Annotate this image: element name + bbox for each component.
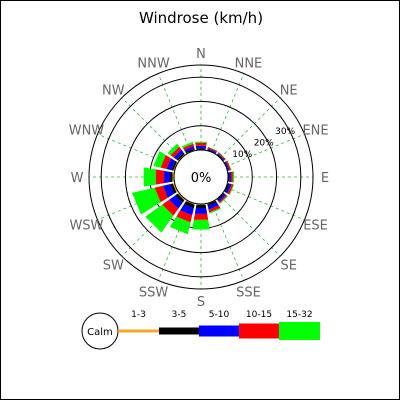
legend-swatch-5-10 — [199, 326, 239, 337]
bar-s-15-32 — [192, 220, 210, 230]
direction-label-s: S — [197, 295, 205, 310]
bar-n-5-10 — [196, 146, 206, 148]
direction-label-w: W — [71, 171, 84, 186]
bar-s-5-10 — [195, 208, 207, 214]
ring-label-10: 10% — [232, 150, 252, 160]
ring-label-30: 30% — [275, 127, 295, 137]
legend-label-3-5: 3-5 — [172, 310, 187, 320]
direction-label-nne: NNE — [235, 56, 263, 71]
spoke-ese — [226, 187, 305, 220]
legend-label-15-32: 15-32 — [286, 310, 312, 320]
legend-label-1-3: 1-3 — [131, 310, 146, 320]
bar-s-10-15 — [194, 214, 208, 220]
center-label: 0% — [191, 171, 212, 186]
direction-label-se: SE — [280, 259, 296, 274]
bar-w-3-5 — [170, 172, 172, 182]
direction-label-n: N — [196, 47, 206, 62]
bar-n-15-32 — [195, 142, 207, 143]
direction-label-sse: SSE — [236, 286, 261, 301]
bar-e-10-15 — [231, 172, 233, 183]
spoke-nnw — [158, 74, 191, 153]
direction-label-ese: ESE — [303, 218, 328, 233]
bar-n-3-5 — [196, 148, 206, 149]
legend-label-5-10: 5-10 — [209, 310, 230, 320]
ring-label-20: 20% — [254, 139, 274, 149]
bar-n-10-15 — [195, 143, 206, 146]
legend: Calm 1-3 3-5 5-10 10-15 15-32 — [82, 310, 320, 349]
chart-title: Windrose (km/h) — [139, 9, 263, 27]
direction-label-ne: NE — [280, 83, 298, 98]
legend-swatch-15-32 — [279, 322, 320, 340]
direction-label-e: E — [321, 171, 329, 186]
bar-w-5-10 — [164, 171, 170, 183]
direction-label-ene: ENE — [302, 124, 328, 139]
direction-label-ssw: SSW — [139, 286, 169, 301]
legend-swatch-3-5 — [159, 328, 199, 335]
direction-label-wnw: WNW — [69, 124, 105, 139]
bar-e-15-32 — [233, 171, 234, 182]
direction-label-wsw: WSW — [69, 218, 103, 233]
direction-label-sw: SW — [103, 259, 124, 274]
spoke-sse — [211, 202, 244, 281]
legend-swatch-1-3 — [118, 330, 159, 333]
bar-w-10-15 — [156, 169, 164, 184]
bar-s-3-5 — [196, 205, 206, 208]
direction-label-nw: NW — [102, 83, 125, 98]
bar-w-15-32 — [144, 167, 156, 186]
direction-label-nnw: NNW — [137, 56, 169, 71]
legend-label-10-15: 10-15 — [246, 310, 272, 320]
ring-labels: 10%20%30% — [232, 127, 295, 160]
legend-swatch-10-15 — [239, 324, 279, 339]
spoke-nne — [211, 74, 244, 153]
legend-calm-label: Calm — [87, 327, 113, 338]
bar-e-5-10 — [229, 172, 231, 182]
